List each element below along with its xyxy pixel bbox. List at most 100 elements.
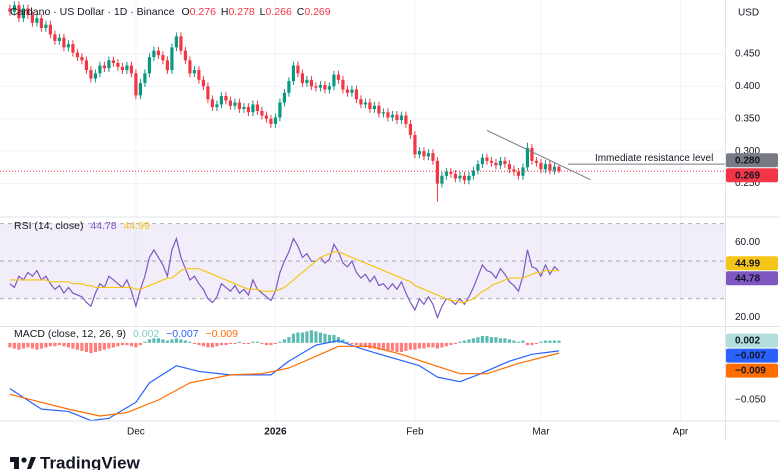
currency-label: USD bbox=[738, 8, 759, 19]
histogram-bar bbox=[305, 331, 309, 343]
histogram-bar bbox=[260, 342, 264, 344]
histogram-bar bbox=[264, 342, 269, 346]
candle-body bbox=[557, 166, 561, 172]
histogram-bar bbox=[318, 332, 323, 343]
histogram-bar bbox=[408, 342, 413, 350]
histogram-bar bbox=[93, 342, 98, 352]
candle-body bbox=[62, 37, 66, 48]
candle-body bbox=[228, 100, 233, 106]
y-tick-label: 0.350 bbox=[735, 113, 760, 124]
histogram-bar bbox=[309, 330, 314, 343]
histogram-bar bbox=[543, 340, 548, 343]
histogram-bar bbox=[224, 342, 228, 346]
histogram-bar bbox=[476, 337, 480, 343]
candle-body bbox=[327, 86, 332, 90]
candle-body bbox=[350, 89, 354, 93]
candle-body bbox=[345, 89, 350, 93]
histogram-bar bbox=[197, 342, 201, 346]
candle-body bbox=[372, 105, 377, 109]
candle-body bbox=[251, 104, 255, 113]
candle-body bbox=[386, 112, 390, 118]
histogram-bar bbox=[170, 339, 174, 343]
histogram-bar bbox=[273, 342, 278, 344]
ohlc-label: L bbox=[260, 6, 266, 18]
candle-body bbox=[174, 36, 179, 48]
candle-body bbox=[543, 164, 548, 170]
candle-body bbox=[480, 157, 485, 165]
candle-body bbox=[116, 62, 120, 67]
histogram-bar bbox=[255, 341, 260, 343]
candle-body bbox=[336, 74, 341, 80]
histogram-bar bbox=[386, 342, 390, 351]
histogram-bar bbox=[174, 338, 179, 343]
histogram-bar bbox=[345, 341, 350, 343]
candle-body bbox=[368, 102, 372, 109]
histogram-bar bbox=[26, 342, 30, 348]
candle-body bbox=[300, 73, 305, 84]
histogram-bar bbox=[75, 342, 80, 350]
candle-body bbox=[426, 153, 431, 157]
candle-body bbox=[237, 102, 242, 109]
macd-value: −0.007 bbox=[166, 328, 199, 340]
y-tick-label: 0.400 bbox=[735, 81, 760, 92]
y-tick-label: 20.00 bbox=[735, 312, 760, 323]
candle-body bbox=[8, 8, 12, 12]
candle-body bbox=[80, 57, 84, 61]
candle-body bbox=[530, 147, 534, 161]
candle-body bbox=[332, 74, 336, 87]
price-tag bbox=[726, 256, 778, 271]
candle-body bbox=[71, 44, 75, 53]
macd-header: MACD (close, 12, 26, 9) 0.002 −0.007 −0.… bbox=[14, 328, 238, 340]
candle-body bbox=[197, 70, 201, 80]
histogram-bar bbox=[417, 342, 422, 349]
candle-body bbox=[210, 99, 215, 108]
histogram-bar bbox=[138, 342, 143, 346]
candle-body bbox=[233, 102, 237, 106]
candle-body bbox=[17, 5, 21, 19]
histogram-bar bbox=[512, 340, 516, 343]
ohlc-value: 0.266 bbox=[266, 6, 292, 18]
histogram-bar bbox=[435, 342, 440, 349]
candle-body bbox=[548, 164, 552, 171]
plot-layer: Dec 2026 Feb Mar Apr 0.250 0.300 0.350 0.400 0.45… bbox=[0, 0, 766, 438]
y-tick-label: 0.250 bbox=[735, 178, 760, 189]
price-tag bbox=[726, 333, 778, 348]
histogram-bar bbox=[390, 342, 395, 351]
candle-body bbox=[512, 169, 516, 172]
histogram-bar bbox=[489, 337, 494, 343]
signal-value: −0.009 bbox=[206, 328, 239, 340]
histogram-bar bbox=[552, 340, 557, 343]
histogram-bar bbox=[152, 338, 156, 343]
histogram-bar bbox=[62, 342, 66, 347]
candle-body bbox=[494, 162, 498, 166]
candle-body bbox=[359, 99, 363, 105]
price-tag-label: 0.280 bbox=[735, 155, 760, 166]
histogram-bar bbox=[471, 338, 476, 343]
histogram-bar bbox=[462, 340, 467, 343]
candle-body bbox=[188, 60, 192, 74]
histogram-bar bbox=[372, 342, 377, 349]
candle-body bbox=[413, 134, 417, 155]
candle-body bbox=[12, 5, 17, 12]
candle-body bbox=[314, 86, 318, 88]
candle-body bbox=[323, 85, 327, 90]
candle-body bbox=[30, 14, 35, 23]
candle-body bbox=[440, 175, 444, 184]
histogram-bar bbox=[179, 339, 183, 343]
histogram-bar bbox=[84, 342, 89, 352]
candle-body bbox=[363, 102, 368, 105]
histogram-bar bbox=[287, 337, 291, 343]
candle-body bbox=[539, 162, 543, 170]
histogram-bar bbox=[53, 342, 57, 347]
candle-body bbox=[471, 170, 476, 176]
candle-body bbox=[422, 151, 426, 157]
histogram-bar bbox=[354, 342, 359, 346]
ohlc-value: 0.269 bbox=[304, 6, 330, 18]
candle-body bbox=[476, 164, 480, 171]
price-tag bbox=[726, 168, 778, 183]
price-tag bbox=[726, 153, 778, 168]
candle-body bbox=[305, 79, 309, 84]
price-tag-label: 44.78 bbox=[735, 273, 760, 284]
histogram-bar bbox=[291, 333, 296, 343]
